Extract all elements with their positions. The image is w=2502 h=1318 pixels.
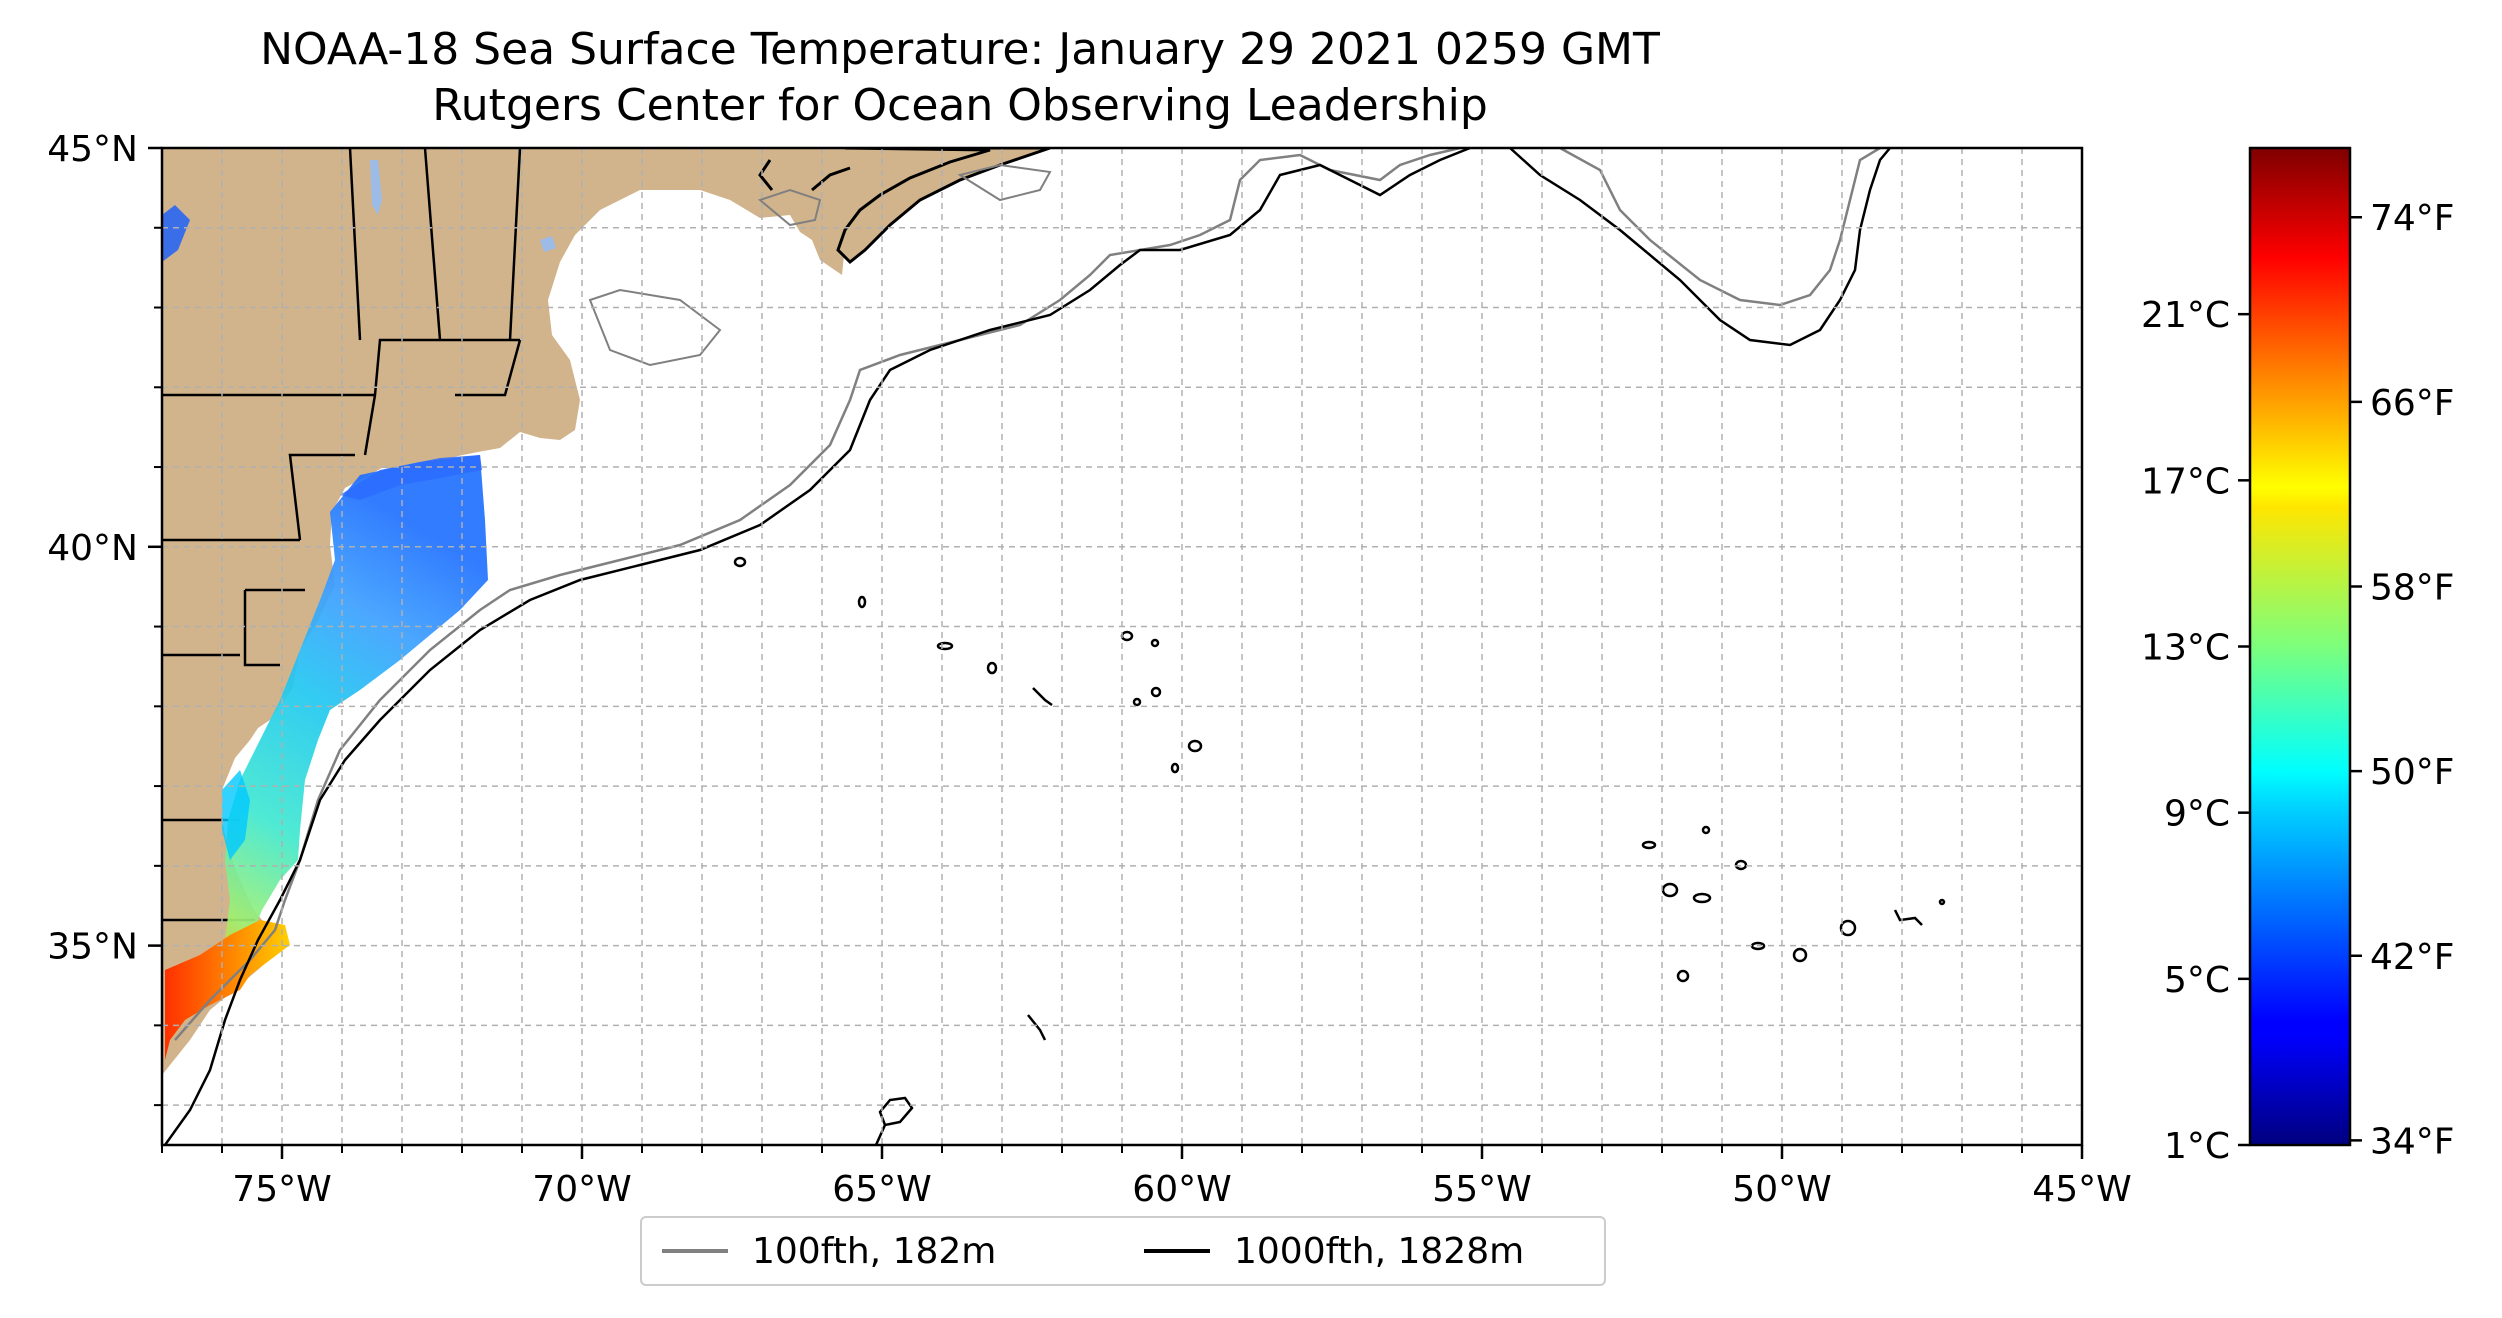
- land-us-coast: [162, 148, 1050, 1075]
- state-borders: [162, 148, 522, 922]
- celsius-tick-label: 21°C: [2141, 295, 2230, 336]
- y-tick-label: 40°N: [47, 528, 138, 569]
- legend-label: 1000fth, 1828m: [1234, 1230, 1525, 1272]
- sst-swath: [220, 455, 488, 1000]
- isobath-100fth: [174, 148, 1881, 1041]
- isobath-shoals: [588, 163, 1052, 367]
- celsius-tick-label: 9°C: [2164, 794, 2230, 835]
- x-tick-label: 55°W: [1432, 1169, 1531, 1210]
- fahrenheit-tick-label: 66°F: [2370, 383, 2455, 424]
- sst-warm-core: [165, 920, 290, 1060]
- gridlines: [162, 148, 2082, 1145]
- x-tick-label: 60°W: [1132, 1169, 1231, 1210]
- map-title: NOAA-18 Sea Surface Temperature: January…: [260, 24, 1660, 75]
- celsius-ticks: 1°C 5°C 9°C 13°C 17°C 21°C: [2141, 295, 2250, 1167]
- fahrenheit-tick-label: 58°F: [2370, 567, 2455, 608]
- legend-swatch-black: [1144, 1249, 1210, 1253]
- x-tick-label: 75°W: [232, 1169, 331, 1210]
- x-tick-label: 65°W: [832, 1169, 931, 1210]
- celsius-tick-label: 17°C: [2141, 461, 2230, 502]
- x-tick-label: 45°W: [2032, 1169, 2131, 1210]
- x-tick-label: 70°W: [532, 1169, 631, 1210]
- fahrenheit-tick-label: 34°F: [2370, 1121, 2455, 1162]
- legend-label: 100fth, 182m: [752, 1230, 997, 1272]
- legend: 100fth, 182m 1000fth, 1828m: [640, 1216, 1606, 1286]
- fahrenheit-tick-label: 50°F: [2370, 752, 2455, 793]
- colorbar-gradient: [2248, 146, 2352, 1147]
- x-tick-label: 50°W: [1732, 1169, 1831, 1210]
- celsius-tick-label: 1°C: [2164, 1126, 2230, 1167]
- land-cape-breton: [758, 159, 851, 192]
- x-axis: 75°W 70°W 65°W 60°W 55°W 50°W 45°W: [161, 1145, 2132, 1210]
- lake-small: [540, 236, 556, 252]
- isobath-1000fth: [163, 148, 1891, 1145]
- fahrenheit-tick-label: 42°F: [2370, 937, 2455, 978]
- legend-swatch-gray: [662, 1249, 728, 1253]
- y-axis: 45°N 40°N 35°N: [47, 129, 162, 1107]
- y-tick-label: 35°N: [47, 927, 138, 968]
- legend-item-1000fth: 1000fth, 1828m: [1144, 1218, 1524, 1284]
- land-nova-scotia: [836, 148, 1051, 265]
- celsius-tick-label: 5°C: [2164, 960, 2230, 1001]
- map-subtitle: Rutgers Center for Ocean Observing Leade…: [432, 80, 1488, 131]
- seamounts: [733, 556, 1946, 1145]
- fahrenheit-tick-label: 74°F: [2370, 198, 2455, 239]
- sst-bay-cold: [222, 770, 250, 860]
- lake-champlain: [370, 160, 382, 215]
- lake-ontario-edge: [162, 205, 190, 262]
- legend-item-100fth: 100fth, 182m: [662, 1218, 996, 1284]
- y-tick-label: 45°N: [47, 129, 138, 170]
- celsius-tick-label: 13°C: [2141, 628, 2230, 669]
- fahrenheit-ticks: 34°F 42°F 50°F 58°F 66°F 74°F: [2350, 198, 2455, 1162]
- sst-swath-north: [340, 455, 482, 500]
